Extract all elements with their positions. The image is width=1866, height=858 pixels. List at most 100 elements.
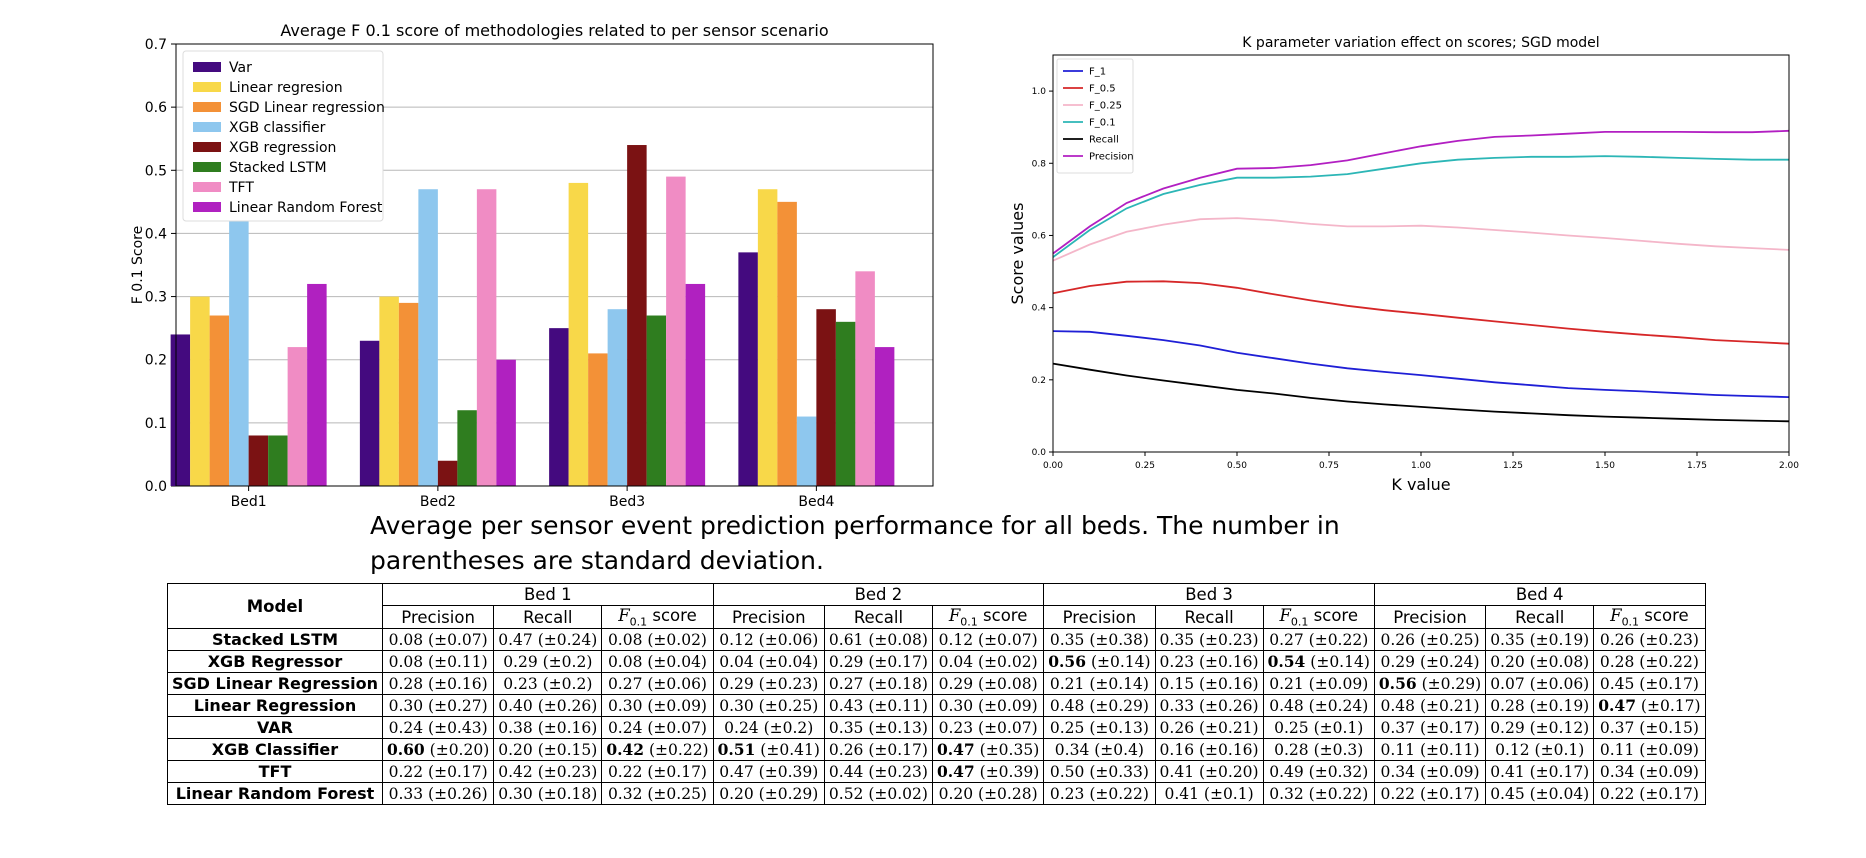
score-value: 0.47 bbox=[719, 762, 754, 781]
score-value: 0.56 bbox=[1048, 652, 1087, 672]
score-value: 0.61 bbox=[828, 630, 864, 649]
bar bbox=[379, 296, 399, 486]
y-tick-label: 0.6 bbox=[145, 100, 167, 116]
score-value: 0.47 bbox=[1598, 696, 1636, 716]
score-cell: 0.30 (±0.25) bbox=[712, 694, 825, 718]
score-cell: 0.20 (±0.15) bbox=[493, 738, 603, 762]
score-value: 0.16 bbox=[1159, 740, 1195, 759]
bar bbox=[437, 460, 458, 486]
std-deviation: (±0.16) bbox=[532, 718, 598, 737]
precision-column-header: Precision bbox=[381, 604, 495, 630]
y-tick-label: 0.2 bbox=[145, 353, 167, 369]
score-value: 0.28 bbox=[1490, 696, 1525, 715]
std-deviation: (±0.02) bbox=[973, 652, 1038, 671]
score-value: 0.08 bbox=[388, 652, 424, 671]
std-deviation: (±0.2) bbox=[758, 718, 814, 737]
score-cell: 0.44 (±0.23) bbox=[823, 760, 933, 784]
bed-header: Bed 4 bbox=[1373, 583, 1706, 606]
model-column-header: Model bbox=[167, 582, 383, 630]
score-cell: 0.54 (±0.14) bbox=[1262, 650, 1375, 674]
y-tick-label: 0.4 bbox=[145, 226, 167, 242]
std-deviation: (±0.3) bbox=[1308, 740, 1364, 759]
std-deviation: (±0.33) bbox=[1084, 762, 1149, 781]
f-symbol: F bbox=[1610, 606, 1622, 625]
score-value: 0.20 bbox=[719, 784, 754, 803]
score-value: 0.47 bbox=[936, 740, 975, 760]
score-cell: 0.49 (±0.32) bbox=[1262, 760, 1375, 784]
std-deviation: (±0.14) bbox=[1084, 674, 1149, 693]
score-cell: 0.07 (±0.06) bbox=[1485, 672, 1595, 696]
bar bbox=[796, 416, 817, 486]
std-deviation: (±0.1) bbox=[1198, 784, 1254, 803]
std-deviation: (±0.2) bbox=[537, 652, 593, 671]
y-tick-label: 0.6 bbox=[1032, 231, 1047, 241]
score-cell: 0.29 (±0.17) bbox=[823, 650, 933, 674]
legend-label: XGB regression bbox=[229, 140, 336, 156]
table-subheader-row: Precision Recall F0.1 score Precision Recall… bbox=[168, 604, 1706, 630]
score-value: 0.24 bbox=[607, 718, 643, 737]
model-name-cell: Linear Regression bbox=[167, 694, 383, 718]
score-cell: 0.25 (±0.1) bbox=[1262, 716, 1375, 740]
x-tick-label: Bed2 bbox=[420, 494, 456, 508]
std-deviation: (±0.07) bbox=[423, 630, 488, 649]
bar bbox=[229, 220, 249, 487]
score-value: 0.29 bbox=[1490, 718, 1525, 737]
score-cell: 0.34 (±0.4) bbox=[1043, 738, 1156, 762]
std-deviation: (±0.22) bbox=[1634, 652, 1699, 671]
y-tick-label: 0.4 bbox=[1032, 304, 1047, 314]
std-deviation: (±0.14) bbox=[1305, 653, 1370, 672]
table-caption: Average per sensor event prediction perf… bbox=[370, 511, 1340, 575]
score-cell: 0.60 (±0.20) bbox=[381, 738, 495, 762]
y-tick-label: 0.3 bbox=[145, 290, 167, 306]
score-cell: 0.37 (±0.15) bbox=[1593, 716, 1706, 740]
score-value: 0.30 bbox=[719, 696, 754, 715]
score-value: 0.25 bbox=[1049, 718, 1085, 737]
std-deviation: (±0.13) bbox=[1084, 718, 1149, 737]
precision-column-header: Precision bbox=[1043, 604, 1156, 630]
score-value: 0.20 bbox=[498, 740, 533, 759]
bed-header: Bed 1 bbox=[381, 583, 714, 606]
model-name-cell: SGD Linear Regression bbox=[167, 672, 383, 696]
legend-swatch bbox=[193, 142, 221, 152]
std-deviation: (±0.22) bbox=[1303, 630, 1369, 649]
std-deviation: (±0.19) bbox=[1524, 696, 1590, 715]
std-deviation: (±0.02) bbox=[642, 630, 707, 649]
x-tick-label: 0.75 bbox=[1319, 461, 1339, 471]
score-cell: 0.50 (±0.33) bbox=[1043, 760, 1156, 784]
y-tick-label: 0.7 bbox=[145, 37, 167, 53]
score-cell: 0.30 (±0.18) bbox=[493, 782, 603, 806]
f-subscript: 0.1 bbox=[960, 615, 978, 629]
score-value: 0.29 bbox=[1380, 652, 1416, 671]
score-value: 0.08 bbox=[607, 630, 643, 649]
legend-label: F_0.5 bbox=[1089, 84, 1116, 95]
score-value: 0.22 bbox=[1599, 784, 1635, 803]
score-cell: 0.37 (±0.17) bbox=[1373, 716, 1487, 740]
score-value: 0.56 bbox=[1378, 674, 1417, 694]
table-row: Linear Random Forest 0.33 (±0.26) 0.30 (±0… bbox=[167, 782, 1706, 806]
std-deviation: (±0.08) bbox=[863, 630, 928, 649]
score-cell: 0.28 (±0.19) bbox=[1485, 694, 1595, 718]
score-value: 0.11 bbox=[1599, 740, 1635, 759]
std-deviation: (±0.02) bbox=[863, 784, 928, 803]
series-line bbox=[1052, 330, 1790, 398]
series-line bbox=[1052, 217, 1790, 262]
score-value: 0.23 bbox=[938, 718, 974, 737]
score-cell: 0.56 (±0.14) bbox=[1043, 650, 1156, 674]
score-value: 0.29 bbox=[938, 674, 974, 693]
score-cell: 0.26 (±0.23) bbox=[1593, 628, 1706, 652]
std-deviation: (±0.23) bbox=[1634, 630, 1699, 649]
legend-swatch bbox=[193, 62, 221, 72]
recall-column-header: Recall bbox=[823, 604, 933, 630]
model-name-cell: TFT bbox=[167, 760, 383, 784]
score-value: 0.35 bbox=[1159, 630, 1195, 649]
score-value: 0.60 bbox=[386, 740, 425, 760]
std-deviation: (±0.26) bbox=[532, 696, 598, 715]
score-value: 0.26 bbox=[1159, 718, 1195, 737]
recall-column-header: Recall bbox=[493, 604, 603, 630]
score-cell: 0.32 (±0.22) bbox=[1262, 782, 1375, 806]
legend-label: TFT bbox=[228, 180, 254, 196]
score-value: 0.11 bbox=[1380, 740, 1416, 759]
score-cell: 0.08 (±0.07) bbox=[381, 628, 495, 652]
bar bbox=[666, 176, 686, 486]
score-value: 0.45 bbox=[1490, 784, 1525, 803]
